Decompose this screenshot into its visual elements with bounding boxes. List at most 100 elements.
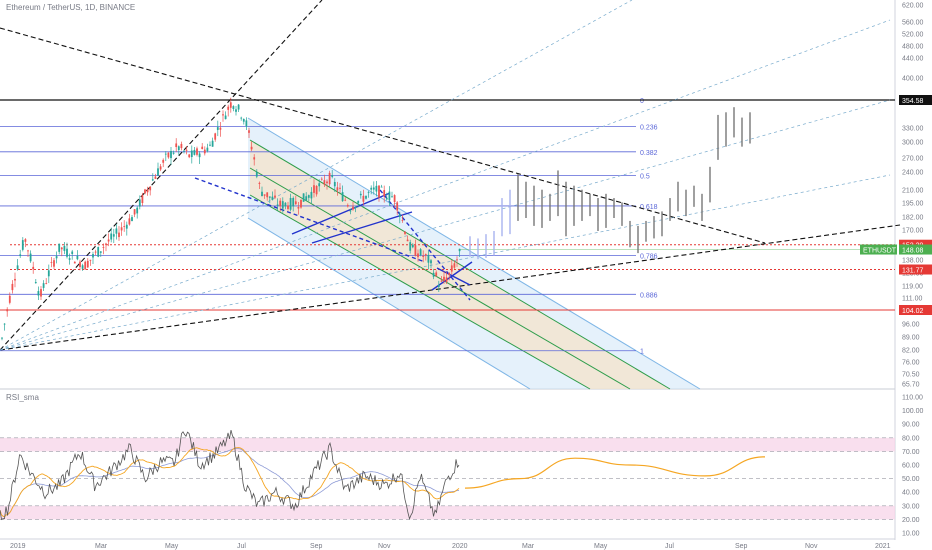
- candle-body: [112, 234, 115, 237]
- candle-body: [183, 150, 185, 152]
- flag-bottom: [311, 211, 413, 244]
- candle-body: [19, 254, 22, 256]
- candle-body: [393, 195, 396, 203]
- candle-body: [352, 206, 354, 210]
- candle-body: [357, 200, 360, 204]
- candle-body: [235, 109, 237, 112]
- time-tick-label: 2020: [452, 543, 468, 550]
- time-tick-label: Jul: [665, 543, 674, 550]
- time-tick-label: Nov: [805, 543, 818, 550]
- candle-body: [328, 172, 331, 185]
- candle-body: [175, 143, 178, 148]
- fib-label-0.886: 0.886: [640, 292, 658, 299]
- candle-body: [193, 149, 196, 155]
- candle-body: [79, 261, 81, 268]
- candle-body: [58, 243, 61, 252]
- candle-body: [453, 263, 456, 268]
- candle-body: [300, 199, 302, 208]
- candle-body: [279, 200, 282, 207]
- time-tick-label: 2021: [875, 543, 891, 550]
- candle-body: [21, 240, 24, 250]
- candle-body: [11, 283, 14, 291]
- fan-line: [0, 0, 633, 351]
- candle-body: [216, 127, 219, 130]
- candle-body: [323, 180, 326, 185]
- candle-body: [27, 250, 29, 252]
- price-tick-label: 195.00: [902, 201, 924, 208]
- time-tick-label: Sep: [735, 543, 748, 550]
- candle-body: [123, 226, 126, 227]
- candle-body: [406, 239, 409, 242]
- candle-body: [211, 140, 214, 147]
- price-tick-label: 182.00: [902, 215, 924, 222]
- price-tick-label: 440.00: [902, 56, 924, 63]
- candle-body: [443, 276, 445, 281]
- fan-line: [0, 19, 891, 351]
- candle-body: [450, 265, 453, 272]
- candle-body: [6, 309, 9, 312]
- candle-body: [125, 224, 128, 229]
- candle-body: [292, 197, 295, 207]
- candle-body: [102, 247, 105, 248]
- candle-body: [86, 260, 89, 268]
- candle-body: [391, 196, 393, 198]
- candle-body: [255, 171, 258, 177]
- rsi-projection-curve: [464, 456, 766, 489]
- price-tick-label: 89.00: [902, 335, 920, 342]
- price-tick-label: 65.70: [902, 382, 920, 389]
- candle-body: [305, 196, 308, 201]
- candle-body: [315, 185, 318, 195]
- candle-body: [63, 245, 66, 251]
- candle-body: [29, 253, 32, 262]
- candle-body: [333, 181, 336, 187]
- candle-body: [422, 255, 425, 257]
- price-label-value: 104.02: [902, 308, 924, 315]
- candle-body: [188, 154, 191, 158]
- candle-body: [266, 192, 269, 198]
- candle-body: [89, 259, 92, 261]
- price-tick-label: 138.00: [902, 258, 924, 265]
- candle-body: [414, 245, 417, 256]
- candle-body: [287, 205, 289, 209]
- price-axis: 620.00 560.00 520.00 480.00 440.00 400.00 330.…: [860, 3, 932, 538]
- candle-body: [144, 189, 146, 194]
- fib-label-0.786: 0.786: [640, 254, 658, 261]
- time-tick-label: Nov: [378, 543, 391, 550]
- fib-label-0: 0: [640, 98, 644, 105]
- candle-body: [229, 102, 232, 108]
- candle-body: [159, 166, 162, 170]
- candle-body: [170, 150, 172, 159]
- candle-body: [146, 189, 149, 193]
- candle-body: [180, 143, 183, 149]
- candle-body: [105, 243, 107, 245]
- candle-body: [294, 201, 297, 205]
- candle-body: [437, 285, 440, 288]
- candle-body: [276, 204, 279, 206]
- candle-body: [219, 127, 222, 130]
- price-label-box: [899, 305, 932, 315]
- candle-body: [427, 254, 430, 263]
- candle-body: [242, 119, 245, 122]
- candle-body: [138, 199, 141, 207]
- fan-line: [0, 174, 891, 351]
- price-tick-label: 76.00: [902, 360, 920, 367]
- candle-body: [120, 227, 123, 231]
- fib-label-1: 1: [640, 349, 644, 356]
- price-label-value: 354.58: [902, 98, 924, 105]
- rsi-tick-label: 40.00: [902, 490, 920, 497]
- candle-body: [76, 255, 79, 260]
- price-tick-label: 400.00: [902, 76, 924, 83]
- candle-body: [378, 185, 380, 198]
- rsi-title: RSI_sma: [6, 393, 39, 402]
- symbol-title: Ethereum / TetherUS, 1D, BINANCE: [6, 3, 136, 12]
- fib-label-0.382: 0.382: [640, 150, 658, 157]
- candle-body: [307, 195, 310, 198]
- price-tick-label: 520.00: [902, 32, 924, 39]
- candle-body: [60, 247, 63, 250]
- rsi-line: [0, 429, 460, 521]
- rsi-tick-label: 30.00: [902, 503, 920, 510]
- price-tick-label: 240.00: [902, 170, 924, 177]
- candle-body: [326, 181, 328, 184]
- fib-label-0.618: 0.618: [640, 204, 658, 211]
- candle-body: [456, 259, 458, 261]
